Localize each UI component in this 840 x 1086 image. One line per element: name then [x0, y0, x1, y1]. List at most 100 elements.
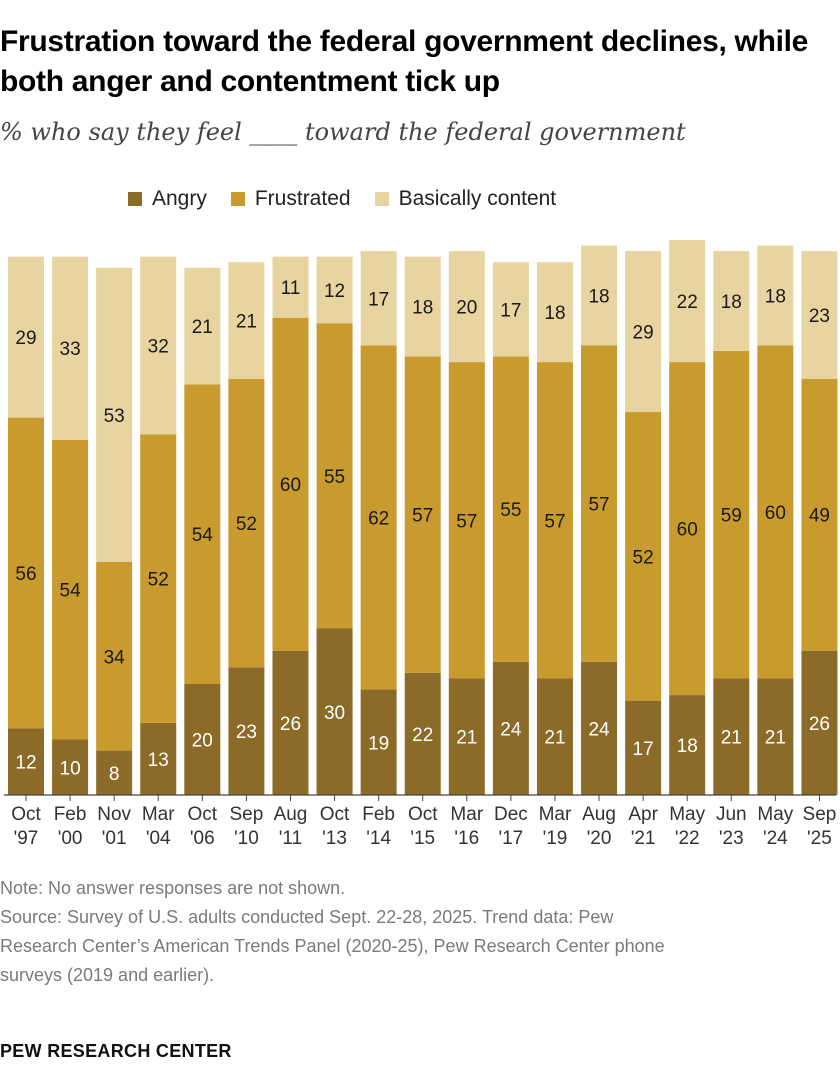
x-tick-label-year-10: '16 — [454, 828, 479, 849]
data-label-basically-content-12: 18 — [544, 303, 565, 324]
bar-segment-angry-14 — [625, 700, 662, 795]
x-tick-label-year-1: '00 — [58, 828, 83, 849]
data-label-angry-12: 21 — [544, 728, 565, 749]
bar-segment-basically-content-15 — [669, 240, 706, 363]
data-label-frustrated-1: 54 — [60, 581, 82, 602]
legend-item-angry: Angry — [128, 187, 207, 211]
data-label-basically-content-10: 20 — [456, 298, 477, 319]
x-tick-label-year-2: '01 — [102, 828, 127, 849]
data-label-basically-content-1: 33 — [60, 339, 81, 360]
x-tick-label-month-5: Sep — [229, 804, 263, 825]
data-label-angry-4: 20 — [192, 731, 213, 752]
data-label-angry-9: 22 — [412, 725, 433, 746]
data-label-basically-content-16: 18 — [721, 292, 742, 313]
bar-segment-angry-18 — [801, 650, 838, 795]
bar-segment-frustrated-13 — [581, 345, 618, 662]
x-tick-label-year-14: '21 — [631, 828, 656, 849]
x-tick-label-year-0: '97 — [14, 828, 39, 849]
data-label-basically-content-3: 32 — [148, 336, 169, 357]
data-label-basically-content-4: 21 — [192, 317, 213, 338]
bar-segment-angry-1 — [52, 739, 89, 795]
x-tick-label-month-10: Mar — [450, 804, 483, 825]
bar-segment-frustrated-11 — [492, 356, 529, 662]
bar-segment-basically-content-18 — [801, 251, 838, 379]
data-label-frustrated-18: 49 — [809, 506, 830, 527]
bar-segment-frustrated-14 — [625, 412, 662, 701]
data-label-angry-11: 24 — [500, 719, 522, 740]
x-tick-label-year-17: '24 — [763, 828, 788, 849]
data-label-angry-10: 21 — [456, 728, 477, 749]
legend-swatch-content — [374, 192, 389, 206]
data-label-basically-content-14: 29 — [633, 323, 654, 344]
legend-label-frustrated: Frustrated — [254, 187, 351, 210]
bar-segment-angry-10 — [448, 678, 485, 795]
chart-subtitle: % who say they feel ____ toward the fede… — [0, 118, 686, 146]
bar-segment-frustrated-10 — [448, 362, 485, 679]
data-label-frustrated-5: 52 — [236, 514, 257, 535]
data-label-basically-content-6: 11 — [281, 278, 301, 299]
x-tick-label-month-18: Sep — [803, 804, 837, 825]
source-line-1: Source: Survey of U.S. adults conducted … — [0, 907, 614, 927]
bar-segment-frustrated-2 — [96, 561, 133, 751]
data-label-basically-content-2: 53 — [104, 406, 125, 427]
source-line-3: surveys (2019 and earlier). — [0, 965, 215, 985]
bar-segment-frustrated-15 — [669, 362, 706, 696]
x-tick-label-month-16: Jun — [716, 804, 747, 825]
data-label-angry-8: 19 — [368, 733, 389, 754]
data-label-angry-15: 18 — [677, 736, 698, 757]
x-tick-label-year-5: '10 — [234, 828, 259, 849]
bar-segment-frustrated-7 — [316, 323, 353, 629]
bar-segment-angry-13 — [581, 661, 618, 795]
data-label-frustrated-12: 57 — [544, 511, 565, 532]
data-label-frustrated-2: 34 — [104, 647, 126, 668]
bar-segment-frustrated-8 — [360, 345, 397, 690]
legend-label-angry: Angry — [152, 187, 207, 210]
data-label-frustrated-17: 60 — [765, 503, 786, 524]
bar-segment-angry-7 — [316, 628, 353, 795]
data-label-angry-14: 17 — [633, 739, 654, 760]
bar-segment-angry-5 — [228, 667, 265, 795]
x-tick-label-month-15: May — [669, 804, 705, 825]
bar-segment-basically-content-1 — [52, 256, 89, 440]
legend-label-content: Basically content — [398, 187, 557, 210]
bar-segment-angry-12 — [536, 678, 573, 795]
bar-segment-angry-0 — [8, 728, 44, 795]
data-label-basically-content-15: 22 — [677, 292, 698, 313]
legend-swatch-angry — [128, 192, 142, 206]
bar-segment-angry-8 — [360, 689, 397, 795]
brand-name: PEW RESEARCH CENTER — [0, 1041, 232, 1061]
x-tick-label-month-2: Nov — [97, 804, 131, 825]
legend-item-frustrated: Frustrated — [230, 187, 351, 211]
data-label-frustrated-11: 55 — [500, 500, 521, 521]
data-label-basically-content-0: 29 — [15, 328, 36, 349]
x-tick-label-month-1: Feb — [54, 804, 87, 825]
bar-segment-frustrated-0 — [8, 417, 44, 729]
bar-segment-basically-content-12 — [536, 262, 573, 363]
x-tick-label-year-16: '23 — [719, 828, 744, 849]
x-tick-label-month-12: Mar — [539, 804, 572, 825]
data-label-frustrated-6: 60 — [280, 475, 301, 496]
bar-segment-frustrated-9 — [404, 356, 441, 673]
bar-segment-angry-15 — [669, 695, 706, 795]
data-label-basically-content-13: 18 — [588, 287, 609, 308]
x-tick-label-year-6: '11 — [279, 828, 302, 849]
x-tick-label-year-8: '14 — [366, 828, 391, 849]
x-tick-label-month-6: Aug — [274, 804, 308, 825]
x-tick-label-year-4: '06 — [190, 828, 215, 849]
data-label-frustrated-16: 59 — [721, 506, 742, 527]
data-label-angry-6: 26 — [280, 714, 301, 735]
x-tick-label-month-11: Dec — [494, 804, 528, 825]
bar-segment-frustrated-18 — [801, 378, 838, 651]
x-tick-label-month-8: Feb — [362, 804, 395, 825]
bar-segment-basically-content-5 — [228, 262, 265, 379]
x-tick-label-month-0: Oct — [11, 804, 41, 825]
source-line-2: Research Center’s American Trends Panel … — [0, 936, 665, 956]
data-label-basically-content-17: 18 — [765, 287, 786, 308]
bar-segment-basically-content-2 — [96, 267, 133, 562]
x-tick-label-year-13: '20 — [587, 828, 612, 849]
bar-segment-angry-9 — [404, 672, 441, 795]
data-label-frustrated-13: 57 — [588, 495, 609, 516]
x-tick-label-year-15: '22 — [675, 828, 700, 849]
chart-title: Frustration toward the federal governmen… — [0, 25, 809, 98]
bar-segment-angry-3 — [140, 722, 177, 795]
